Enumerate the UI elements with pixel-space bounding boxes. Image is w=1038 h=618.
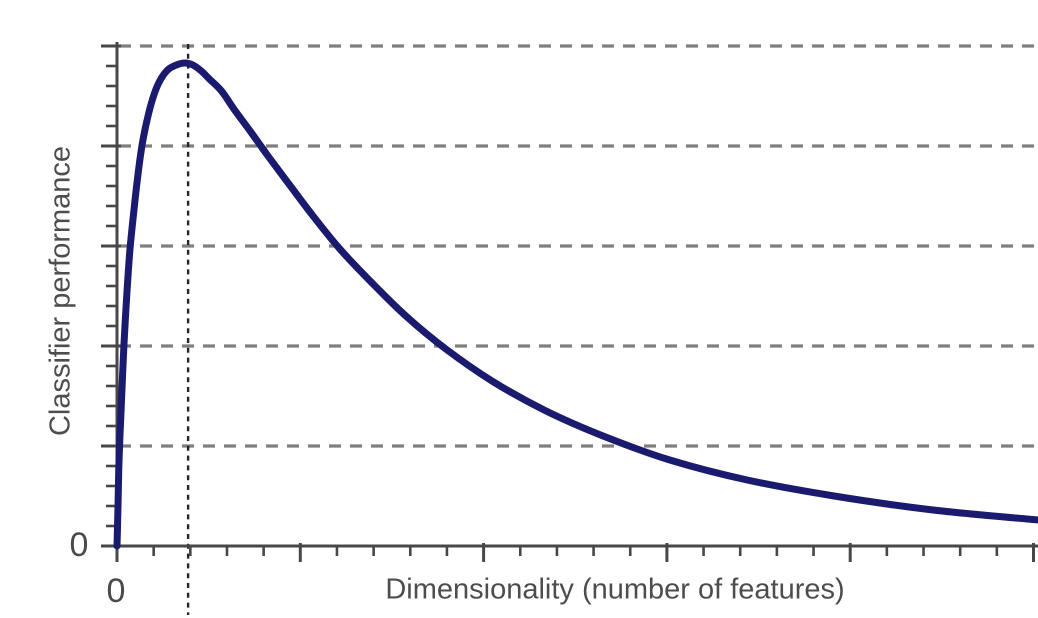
x-axis-origin-label: 0 [106,572,126,610]
y-axis-origin-label: 0 [69,526,89,564]
y-axis-label: Classifier performance [44,145,77,437]
performance-curve [113,59,1038,550]
x-axis-label: Dimensionality (number of features) [385,573,845,606]
